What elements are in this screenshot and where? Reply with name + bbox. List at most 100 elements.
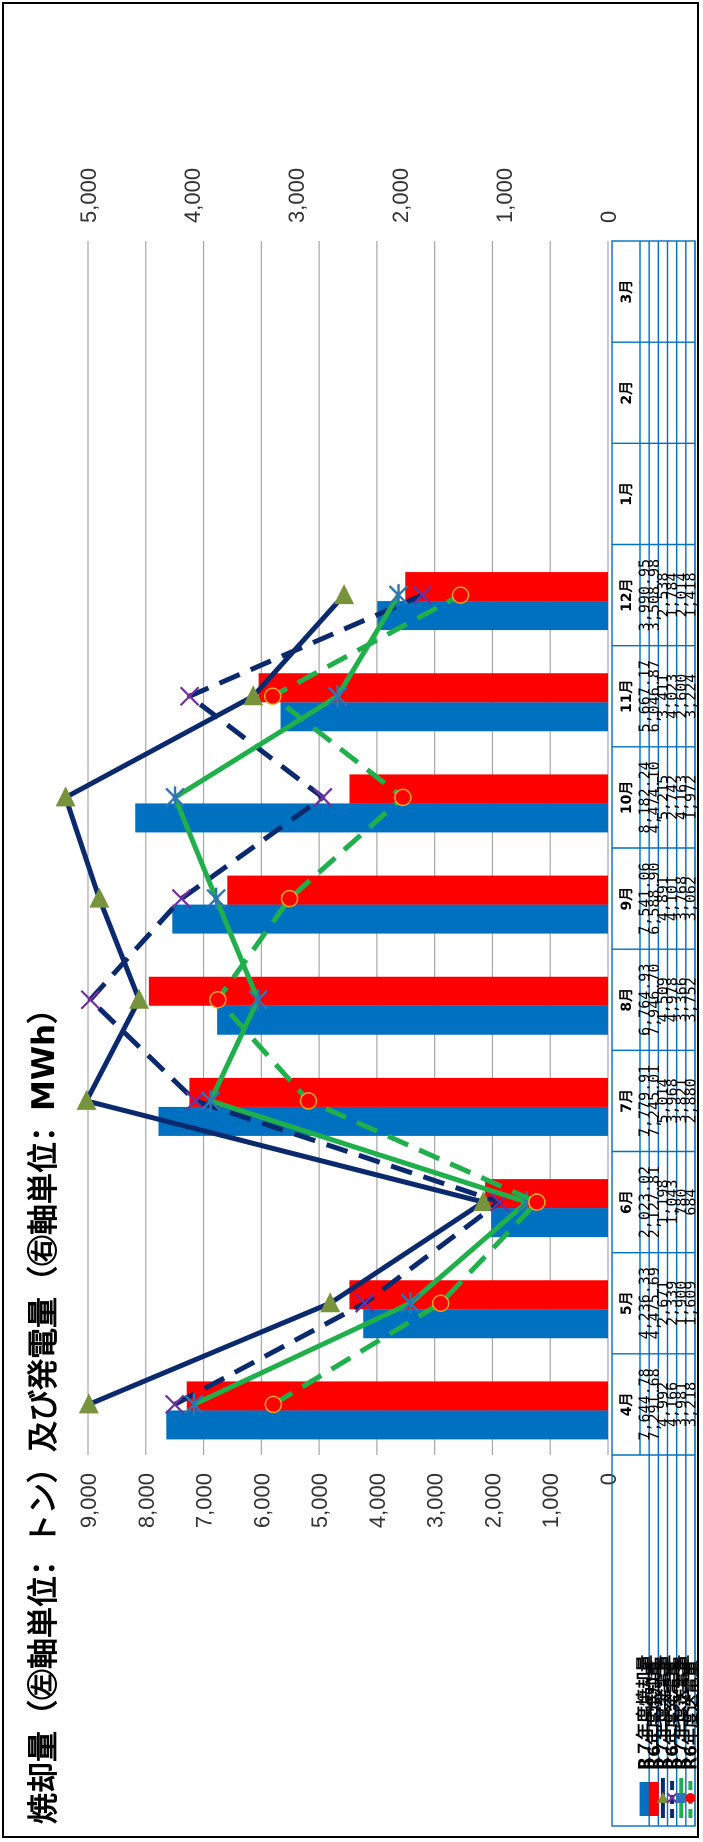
table-cell: 3,062 — [681, 876, 699, 921]
marker-star — [400, 1292, 421, 1315]
table-cell: 4,992 — [654, 1382, 672, 1427]
right-axis-tick: 3,000 — [284, 168, 309, 223]
table-month-header: 3月 — [619, 280, 635, 304]
table-cell: 2,600 — [672, 674, 690, 719]
table-cell: 2,671 — [654, 1281, 672, 1326]
table-cell: 1,198 — [654, 1180, 672, 1225]
bar-r7-incineration — [491, 1208, 609, 1238]
table-month-header: 4月 — [619, 1393, 635, 1417]
table-cell: 3,411 — [654, 674, 672, 719]
table-cell: 6,046.87 — [645, 660, 663, 732]
table-cell: 4,163 — [672, 775, 690, 820]
table-month-header: 12月 — [619, 578, 635, 611]
bar-r6-incineration — [189, 1077, 609, 1107]
bar-r7-incineration — [363, 1309, 608, 1339]
marker-circle — [528, 1193, 546, 1211]
table-cell: 6,588.90 — [645, 862, 663, 934]
table-month-header: 11月 — [619, 680, 635, 713]
table-cell: 7,245.01 — [645, 1065, 663, 1137]
right-axis-tick: 1,000 — [492, 168, 517, 223]
table-cell: 6,764.93 — [636, 964, 654, 1036]
marker-triangle — [78, 1393, 99, 1414]
legend-marker-circle — [685, 1793, 696, 1803]
table-cell: 3,366 — [672, 977, 690, 1022]
marker-triangle — [320, 1292, 341, 1313]
table-cell: 1,418 — [681, 573, 699, 618]
table-cell: 2,127.81 — [645, 1166, 663, 1238]
table-cell: 5,215 — [654, 775, 672, 820]
marker-x — [171, 888, 192, 909]
table-cell: 1,900 — [672, 1281, 690, 1326]
table-cell: 7,644.78 — [636, 1368, 654, 1440]
table-cell: 5,014 — [654, 1078, 672, 1123]
marker-circle — [264, 1395, 283, 1414]
table-row-label: R７年度送電量 — [671, 1655, 692, 1770]
marker-circle — [280, 889, 299, 908]
table-cell: 8,182.24 — [636, 761, 654, 833]
table-cell: 4,891 — [654, 876, 672, 921]
table-cell: 3,821 — [672, 1078, 690, 1123]
right-axis-tick: 0 — [596, 211, 621, 223]
legend-marker-x — [666, 1792, 678, 1804]
table-cell: 3,981 — [672, 1382, 690, 1427]
marker-x — [185, 1091, 206, 1111]
marker-triangle — [243, 685, 264, 706]
marker-triangle — [55, 786, 76, 807]
marker-x — [80, 989, 101, 1010]
table-row-label: R７年度発電量 — [653, 1655, 674, 1770]
bar-r7-incineration — [377, 601, 608, 631]
table-row-label: R6年度発電量 — [662, 1660, 683, 1770]
table-cell: 4,101 — [663, 876, 681, 921]
bar-r7-incineration — [135, 803, 608, 833]
bar-r6-incineration — [405, 572, 609, 602]
table-month-header: 5月 — [619, 1291, 635, 1315]
table-cell: 4,474.10 — [645, 761, 663, 833]
table-cell: 2,880 — [681, 1078, 699, 1123]
right-axis-tick: 5,000 — [76, 168, 101, 223]
left-axis-tick: 6,000 — [249, 1473, 274, 1528]
bar-r6-incineration — [227, 875, 608, 905]
marker-x — [179, 686, 200, 707]
marker-circle — [394, 788, 412, 807]
marker-star — [184, 1393, 204, 1416]
bar-r7-incineration — [158, 1106, 609, 1136]
marker-x — [164, 1394, 185, 1415]
table-month-header: 2月 — [619, 381, 635, 405]
bar-r7-incineration — [280, 702, 608, 732]
table-cell: 7,541.06 — [636, 862, 654, 934]
table-month-header: 8月 — [619, 988, 635, 1012]
table-cell: 7,779.91 — [636, 1065, 654, 1137]
table-month-header: 9月 — [619, 887, 635, 911]
bar-r7-incineration — [166, 1410, 608, 1440]
legend-marker-triangle — [656, 1792, 669, 1803]
bar-r7-incineration — [217, 1005, 608, 1035]
marker-triangle — [76, 1089, 97, 1110]
table-cell: 7,291.68 — [645, 1368, 663, 1440]
table-cell: 2,742 — [663, 775, 681, 820]
marker-x — [412, 585, 433, 605]
legend-key-bar — [648, 1782, 659, 1816]
right-axis-tick: 4,000 — [180, 168, 205, 223]
left-axis-tick: 7,000 — [192, 1473, 217, 1528]
table-cell: 3,768 — [672, 876, 690, 921]
left-axis-tick: 0 — [596, 1473, 621, 1485]
table-cell: 1,043 — [663, 1180, 681, 1225]
table-cell: 684 — [681, 1189, 699, 1216]
marker-circle — [431, 1294, 450, 1312]
marker-star — [388, 584, 409, 607]
table-cell: 1,972 — [681, 775, 699, 820]
marker-x — [354, 1293, 375, 1314]
bar-r7-incineration — [172, 904, 608, 934]
table-cell: 2,538 — [654, 573, 672, 618]
table-month-header: 1月 — [619, 482, 635, 506]
marker-triangle — [129, 988, 150, 1009]
table-cell: 3,508.98 — [645, 559, 663, 631]
table-cell: 4,236.33 — [636, 1267, 654, 1339]
table-row-label: R6年度焼却量 — [644, 1660, 665, 1770]
marker-triangle — [473, 1191, 494, 1212]
table-month-header: 7月 — [619, 1089, 635, 1113]
table-cell: 3,990.95 — [636, 559, 654, 631]
left-axis-tick: 4,000 — [365, 1473, 390, 1528]
